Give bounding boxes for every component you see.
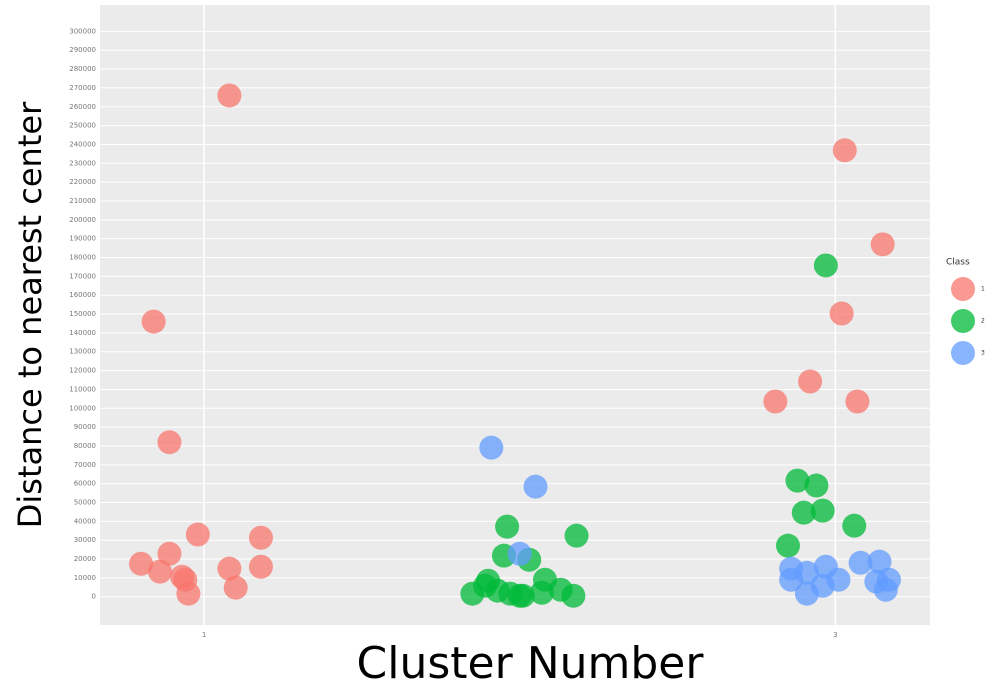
point (791, 500, 816, 525)
point (564, 523, 589, 548)
y-tick-label: 300000 (69, 27, 96, 35)
point (775, 533, 800, 558)
y-tick-label: 110000 (69, 385, 96, 393)
point (842, 513, 867, 538)
point (147, 559, 172, 584)
y-tick-label: 200000 (69, 216, 96, 224)
point (507, 541, 532, 566)
point (810, 498, 835, 523)
point (495, 514, 520, 539)
point (248, 525, 273, 550)
point (141, 309, 166, 334)
y-tick-label: 210000 (69, 197, 96, 205)
point (829, 301, 854, 326)
point (523, 474, 548, 499)
y-tick-label: 220000 (69, 178, 96, 186)
x-tick-label: 1 (202, 631, 206, 639)
y-tick-label: 90000 (74, 423, 96, 431)
y-tick-label: 150000 (69, 310, 96, 318)
y-tick-label: 130000 (69, 348, 96, 356)
point (561, 583, 586, 608)
x-axis-label: Cluster Number (357, 638, 705, 689)
point (248, 554, 273, 579)
point (870, 232, 895, 257)
point (826, 567, 851, 592)
point (813, 253, 838, 278)
x-tick-label: 3 (833, 631, 837, 639)
point (867, 549, 892, 574)
y-tick-label: 260000 (69, 103, 96, 111)
point (785, 468, 810, 493)
point (529, 580, 554, 605)
legend-key (951, 341, 975, 365)
y-tick-label: 70000 (74, 461, 96, 469)
point (217, 556, 242, 581)
point (798, 369, 823, 394)
y-tick-label: 140000 (69, 329, 96, 337)
point (223, 575, 248, 600)
y-tick-label: 30000 (74, 536, 96, 544)
y-tick-label: 240000 (69, 140, 96, 148)
point (794, 560, 819, 585)
y-tick-label: 40000 (74, 517, 96, 525)
point (157, 430, 182, 455)
y-tick-label: 80000 (74, 442, 96, 450)
y-tick-label: 270000 (69, 84, 96, 92)
y-axis-label: Distance to nearest center (11, 101, 49, 528)
y-tick-label: 280000 (69, 65, 96, 73)
y-tick-label: 290000 (69, 46, 96, 54)
y-tick-label: 0 (92, 593, 96, 601)
point (832, 138, 857, 163)
legend-label: 2 (981, 318, 985, 325)
y-tick-label: 190000 (69, 235, 96, 243)
y-tick-label: 170000 (69, 272, 96, 280)
y-tick-label: 180000 (69, 254, 96, 262)
point (845, 389, 870, 414)
point (873, 577, 898, 602)
point (176, 581, 201, 606)
legend-key (951, 277, 975, 301)
point (848, 550, 873, 575)
y-tick-label: 50000 (74, 499, 96, 507)
y-tick-label: 10000 (74, 574, 96, 582)
point (479, 435, 504, 460)
legend-title: Class (946, 258, 970, 268)
y-tick-label: 100000 (69, 404, 96, 412)
point (217, 83, 242, 108)
point (157, 541, 182, 566)
legend-key (951, 309, 975, 333)
y-tick-label: 20000 (74, 555, 96, 563)
legend-label: 3 (981, 350, 985, 357)
y-tick-label: 230000 (69, 159, 96, 167)
point (804, 473, 829, 498)
point (129, 551, 154, 576)
y-tick-label: 120000 (69, 367, 96, 375)
point (510, 583, 535, 608)
legend-label: 1 (981, 286, 985, 293)
y-tick-label: 160000 (69, 291, 96, 299)
point (185, 522, 210, 547)
point (763, 389, 788, 414)
y-tick-label: 60000 (74, 480, 96, 488)
y-tick-label: 250000 (69, 122, 96, 130)
